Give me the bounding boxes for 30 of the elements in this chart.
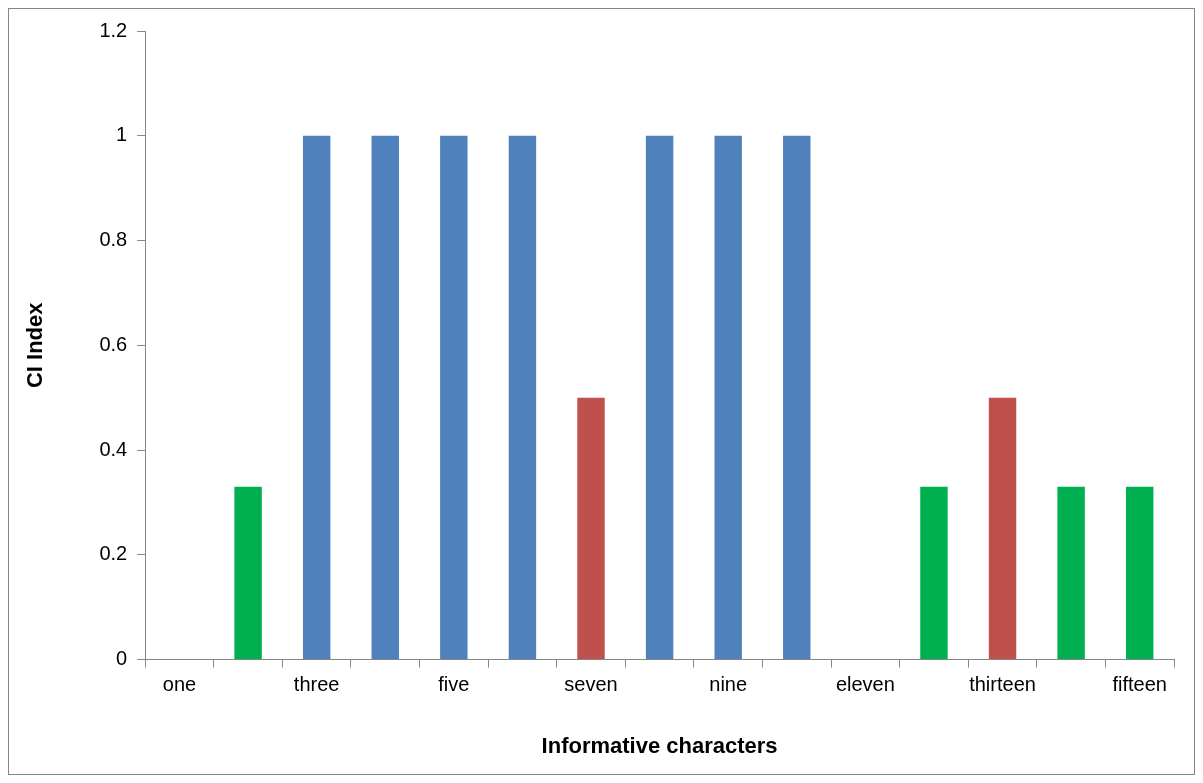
y-tick-label: 0.6 xyxy=(99,332,128,355)
bar xyxy=(920,486,948,660)
bar xyxy=(714,135,742,660)
x-tick-label: thirteen xyxy=(969,673,1036,696)
x-tick-label: eleven xyxy=(835,673,895,696)
y-axis-title: CI Index xyxy=(22,301,48,389)
x-tick-label: five xyxy=(438,673,470,696)
bar xyxy=(440,135,468,660)
y-tick-label: 1.2 xyxy=(99,18,128,41)
bar xyxy=(302,135,331,660)
x-tick-label: fifteen xyxy=(1112,673,1167,696)
x-tick-label: one xyxy=(162,673,197,696)
x-tick-label: nine xyxy=(709,673,748,696)
bar xyxy=(577,397,605,660)
bar xyxy=(1125,486,1154,660)
x-tick-label: three xyxy=(293,673,340,696)
bar xyxy=(1057,486,1085,660)
bar xyxy=(508,135,537,660)
y-tick-label: 0.2 xyxy=(99,542,128,565)
bar xyxy=(645,135,674,660)
bar xyxy=(988,397,1017,660)
y-tick-label: 1 xyxy=(116,123,128,146)
bar xyxy=(234,486,262,660)
y-tick-label: 0.8 xyxy=(99,228,128,251)
bar xyxy=(783,135,811,660)
y-tick-label: 0.4 xyxy=(99,437,128,460)
x-tick-label: seven xyxy=(564,673,618,696)
x-axis-title: Informative characters xyxy=(541,732,778,758)
bar xyxy=(371,135,399,660)
y-tick-label: 0 xyxy=(116,647,128,670)
